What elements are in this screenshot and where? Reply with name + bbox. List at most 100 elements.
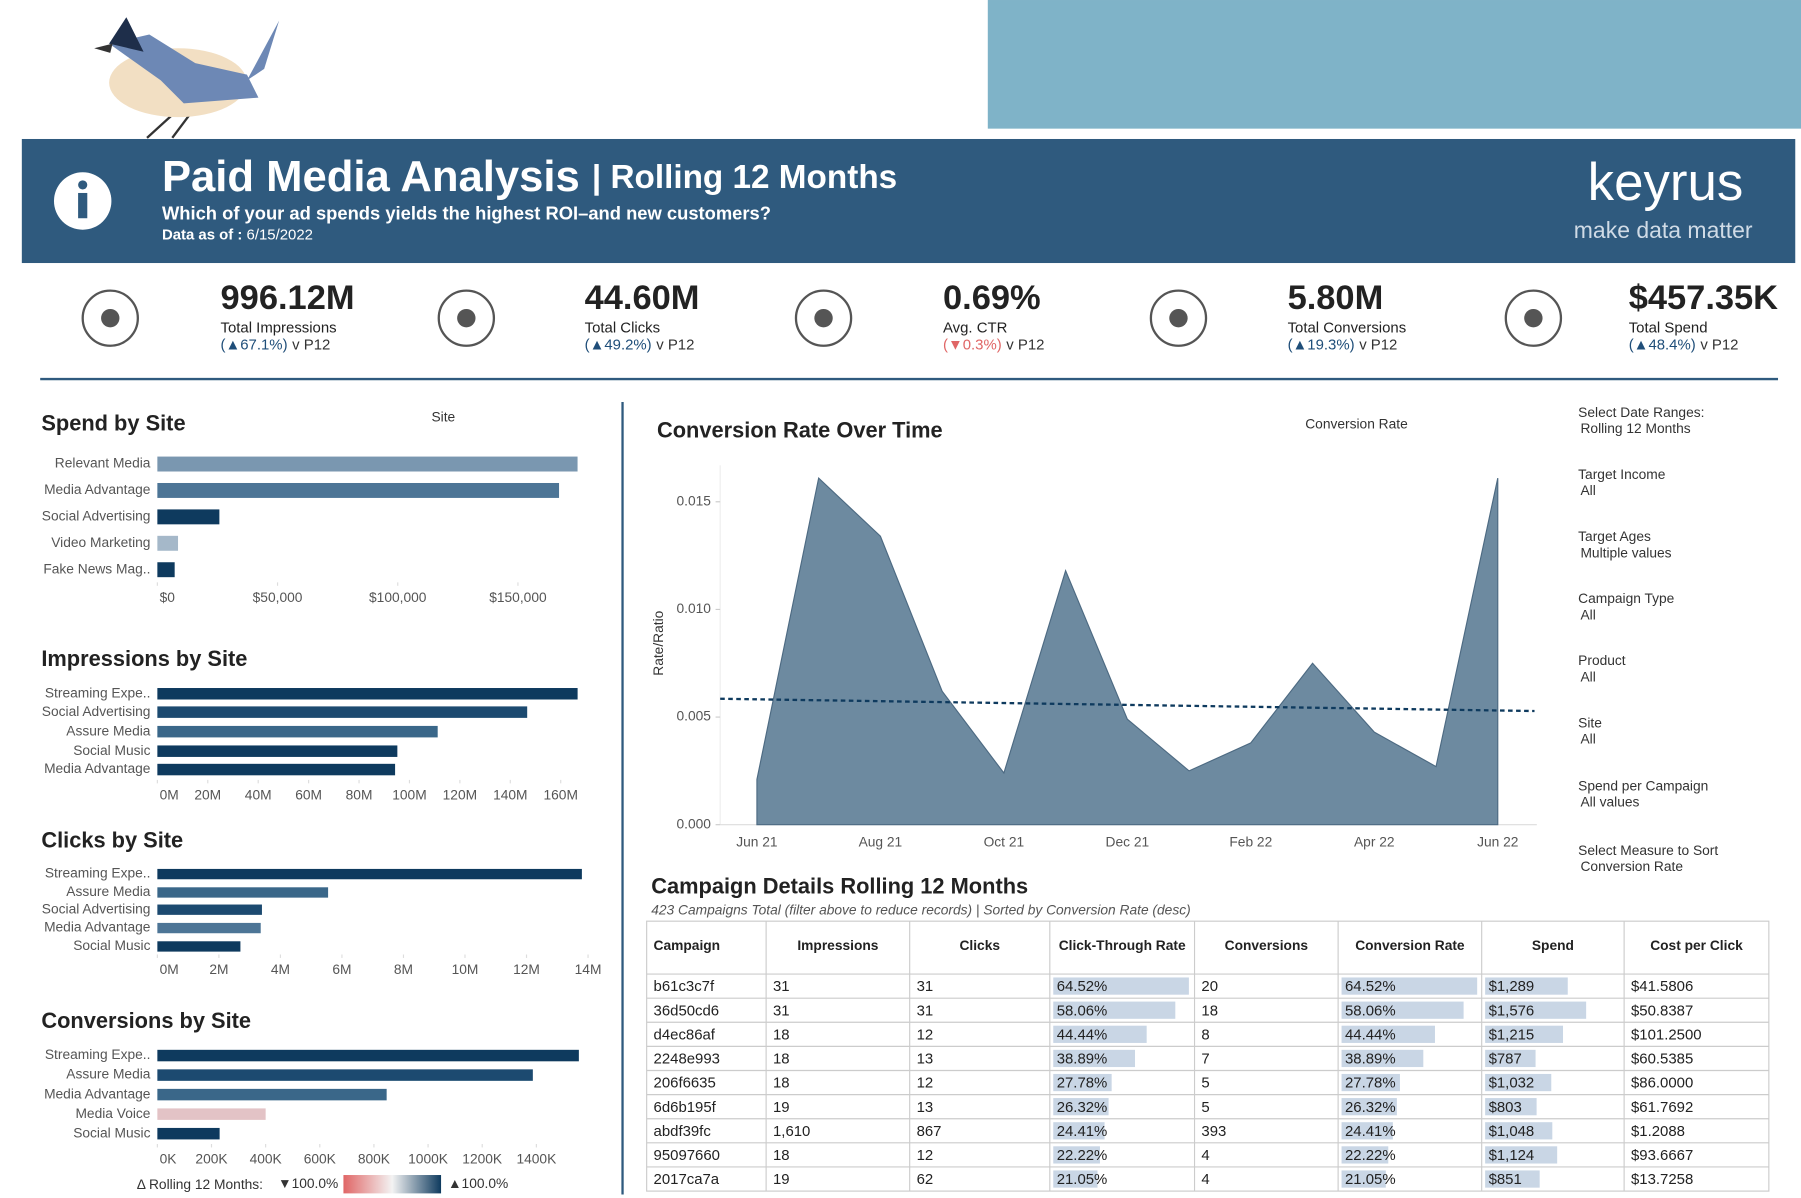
table-cell: 27.78% (1345, 1075, 1396, 1092)
x-tick-label: 800K (358, 1152, 391, 1167)
y-tick-label: Social Music (73, 743, 150, 758)
data-as-of-label: Data as of : (162, 226, 242, 243)
x-tick-label: 200K (195, 1152, 228, 1167)
filter-label: Target Ages (1578, 529, 1651, 544)
table-cell: $1.2088 (1631, 1123, 1685, 1140)
column-header: Conversions (1225, 938, 1309, 953)
x-tick-label: 0K (160, 1152, 178, 1167)
table-cell: 64.52% (1057, 978, 1108, 995)
table-cell: 24.41% (1057, 1123, 1108, 1140)
table-cell: 64.52% (1345, 978, 1396, 995)
column-header: Click-Through Rate (1059, 938, 1186, 953)
kpi-label: Total Spend (1629, 319, 1708, 336)
bar (157, 869, 582, 879)
header-subtitle: Which of your ad spends yields the highe… (162, 203, 771, 224)
table-cell: 12 (917, 1147, 934, 1164)
bar (157, 764, 395, 775)
x-tick-label: 0M (160, 962, 179, 977)
table-cell: 21.05% (1345, 1171, 1396, 1188)
bar (157, 1050, 579, 1061)
bar (157, 1089, 386, 1100)
table-subtitle: 423 Campaigns Total (filter above to red… (651, 902, 1190, 917)
kpi-value: 44.60M (585, 279, 700, 317)
table-cell: 18 (773, 1026, 790, 1043)
bar (157, 688, 577, 699)
bar (157, 1108, 265, 1119)
table-cell: $61.7692 (1631, 1099, 1693, 1116)
bar (157, 1069, 532, 1080)
y-tick-label: Social Advertising (42, 704, 151, 719)
kpi-change-line: (▲67.1%)v P12 (221, 337, 331, 354)
kpi-value: $457.35K (1629, 279, 1778, 317)
tagline: make data matter (1574, 217, 1753, 243)
table-cell: 36d50cd6 (654, 1002, 720, 1019)
filter-value[interactable]: All (1580, 731, 1595, 746)
table-cell: 62 (917, 1171, 934, 1188)
filter-value[interactable]: Rolling 12 Months (1580, 421, 1690, 436)
table-cell: 19 (773, 1171, 790, 1188)
bar (157, 706, 527, 717)
y-tick-label: Media Advantage (44, 920, 151, 935)
table-cell: 8 (1201, 1026, 1209, 1043)
legend-title: Conversion Rate (1305, 417, 1408, 432)
kpi-change: (▲49.2%) (585, 337, 652, 354)
column-header: Clicks (959, 938, 1000, 953)
filter-label: Target Income (1578, 467, 1666, 482)
kpi-change: (▲19.3%) (1288, 337, 1355, 354)
table-cell: 5 (1201, 1099, 1209, 1116)
chart-title: Clicks by Site (41, 828, 183, 853)
column-header: Cost per Click (1650, 938, 1743, 953)
table-cell: $101.2500 (1631, 1026, 1702, 1043)
kpi-label: Total Conversions (1288, 319, 1407, 336)
table-cell: 12 (917, 1026, 934, 1043)
column-header: Conversion Rate (1355, 938, 1465, 953)
table-cell: $787 (1489, 1051, 1522, 1068)
table-cell: 22.22% (1057, 1147, 1108, 1164)
filter-value[interactable]: All values (1580, 795, 1639, 810)
table-cell: 18 (773, 1075, 790, 1092)
kpi-change-line: (▼0.3%)v P12 (943, 337, 1044, 354)
table-cell: 38.89% (1057, 1051, 1108, 1068)
x-tick-label: 80M (346, 788, 373, 803)
y-tick-label: 0.000 (677, 816, 712, 831)
bird-logo (94, 17, 279, 138)
y-tick-label: 0.005 (677, 709, 712, 724)
filter-label: Product (1578, 653, 1626, 668)
chart-title: Spend by Site (41, 411, 185, 436)
table-cell: 867 (917, 1123, 942, 1140)
bar (157, 923, 260, 933)
table-cell: 2248e993 (654, 1051, 720, 1068)
table-cell: 27.78% (1057, 1075, 1108, 1092)
table-cell: $1,289 (1489, 978, 1535, 995)
filter-label: Select Date Ranges: (1578, 405, 1704, 420)
y-tick-label: 0.010 (677, 601, 712, 616)
filter-value[interactable]: All (1580, 483, 1595, 498)
table-cell: 6d6b195f (654, 1099, 717, 1116)
table-cell: 4 (1201, 1171, 1209, 1188)
x-tick-label: 1200K (462, 1152, 503, 1167)
table-cell: 44.44% (1057, 1026, 1108, 1043)
filter-value[interactable]: Multiple values (1580, 545, 1671, 560)
table-cell: 24.41% (1345, 1123, 1396, 1140)
kpi-comparison: v P12 (1700, 337, 1738, 354)
info-icon-dot (78, 180, 87, 189)
filter-value[interactable]: Conversion Rate (1580, 859, 1683, 874)
kpi-value: 5.80M (1288, 279, 1384, 317)
filter-value[interactable]: All (1580, 607, 1595, 622)
y-tick-label: Assure Media (66, 1067, 151, 1082)
filter-value[interactable]: All (1580, 669, 1595, 684)
x-tick-label: 1400K (516, 1152, 557, 1167)
y-tick-label: Media Advantage (44, 1086, 151, 1101)
filter-label: Spend per Campaign (1578, 778, 1708, 793)
bar (157, 745, 397, 756)
table-cell: 31 (917, 978, 934, 995)
table-cell: 2017ca7a (654, 1171, 720, 1188)
table-cell: $93.6667 (1631, 1147, 1693, 1164)
y-tick-label: Streaming Expe.. (45, 1047, 151, 1062)
kpi-change-line: (▲19.3%)v P12 (1288, 337, 1398, 354)
table-cell: 13 (917, 1099, 934, 1116)
kpi-change-line: (▲48.4%)v P12 (1629, 337, 1739, 354)
column-header: Impressions (797, 938, 878, 953)
kpi-icon-glyph (457, 309, 475, 327)
title-suffix: | Rolling 12 Months (592, 159, 897, 196)
